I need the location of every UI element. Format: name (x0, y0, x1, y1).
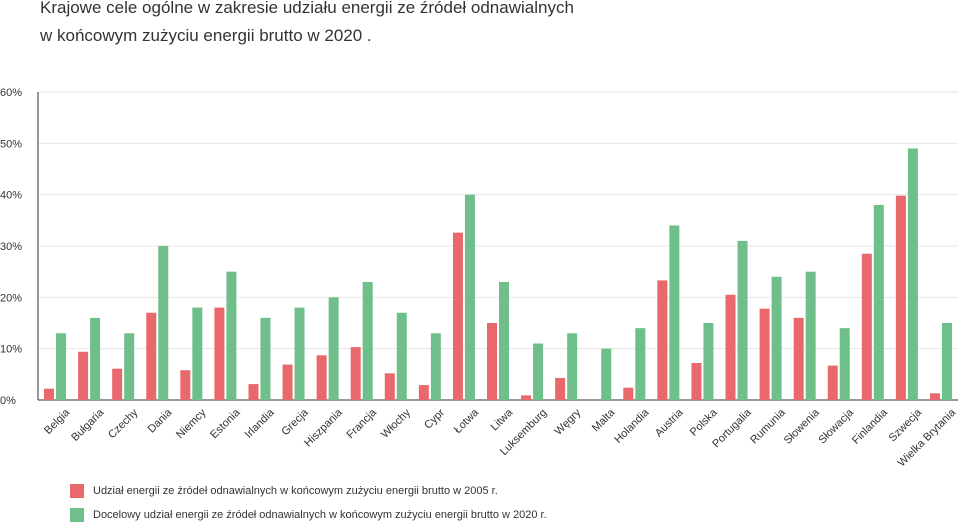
bar-2020 (396, 312, 407, 400)
bar-2020 (260, 317, 271, 400)
bar-2020 (226, 271, 237, 400)
x-tick-label: Holandia (612, 406, 652, 446)
x-tick-label: Włochy (379, 406, 413, 440)
y-tick-label: 30% (0, 241, 22, 253)
legend-label-2005: Udział energii ze źródeł odnawialnych w … (93, 485, 498, 497)
x-tick-label: Słowenia (782, 406, 823, 447)
bar-2020 (294, 307, 305, 400)
legend-swatch-2020 (70, 508, 84, 522)
bar-2020 (328, 297, 339, 400)
bar-2005 (793, 317, 804, 400)
legend-label-2020: Docelowy udział energii ze źródeł odnawi… (93, 509, 547, 521)
bar-2005 (452, 232, 463, 400)
bar-2005 (78, 351, 89, 400)
bar-2005 (316, 355, 327, 400)
bar-2020 (771, 276, 782, 400)
bar-2020 (941, 323, 952, 400)
bar-2005 (861, 253, 872, 400)
bar-2005 (248, 384, 259, 400)
chart-title-line-2: w końcowym zużyciu energii brutto w 2020… (40, 26, 372, 45)
x-tick-label: Cypr (422, 406, 447, 431)
bar-2005 (725, 294, 736, 400)
chart-title: Krajowe cele ogólne w zakresie udziału e… (40, 0, 574, 50)
x-tick-label: Litwa (489, 406, 516, 433)
bar-2005 (214, 307, 225, 400)
bar-2020 (907, 148, 918, 400)
y-tick-label: 50% (0, 138, 22, 150)
legend: Udział energii ze źródeł odnawialnych w … (70, 484, 547, 532)
bar-2005 (521, 395, 532, 400)
bar-2020 (873, 204, 884, 400)
bar-2005 (146, 312, 157, 400)
y-tick-label: 60% (0, 87, 22, 99)
legend-item-2020: Docelowy udział energii ze źródeł odnawi… (70, 508, 547, 522)
bar-2020 (839, 328, 850, 400)
y-tick-label: 10% (0, 344, 22, 356)
x-tick-label: Austria (653, 406, 686, 439)
bar-2020 (601, 348, 612, 400)
bar-2005 (350, 347, 361, 400)
bar-2020 (499, 281, 509, 400)
x-tick-label: Czechy (106, 406, 141, 441)
x-tick-label: Malta (590, 406, 618, 434)
legend-item-2005: Udział energii ze źródeł odnawialnych w … (70, 484, 547, 498)
bar-2020 (124, 333, 135, 400)
x-tick-label: Estonia (208, 406, 243, 441)
bar-2020 (805, 271, 816, 400)
bar-2005 (895, 195, 906, 400)
bar-2005 (759, 308, 770, 400)
bar-2020 (703, 323, 714, 400)
bar-2020 (158, 246, 169, 400)
bar-2020 (362, 281, 373, 400)
bar-2005 (827, 365, 838, 400)
bar-2005 (623, 387, 634, 400)
x-tick-label: Dania (146, 406, 175, 435)
bar-2020 (192, 307, 203, 400)
x-tick-label: Węgry (552, 406, 583, 437)
x-tick-label: Niemcy (174, 406, 209, 441)
bar-2020 (464, 194, 475, 400)
y-tick-label: 0% (0, 395, 16, 407)
x-tick-label: Słowacja (816, 406, 856, 446)
bar-2005 (282, 364, 293, 400)
legend-swatch-2005 (70, 484, 84, 498)
x-tick-label: Irlandia (243, 406, 278, 441)
x-tick-label: Finlandia (850, 406, 891, 447)
bar-2005 (691, 363, 702, 400)
x-tick-label: Wielka Brytania (896, 406, 959, 469)
bar-2020 (635, 328, 646, 400)
bar-2020 (567, 333, 578, 400)
bar-2005 (418, 385, 429, 400)
x-tick-label: Polska (688, 406, 720, 438)
y-tick-label: 40% (0, 190, 22, 202)
x-tick-label: Bułgaria (69, 406, 107, 444)
bar-2005 (487, 323, 497, 400)
bar-2005 (555, 377, 566, 400)
bar-2005 (384, 373, 395, 400)
bar-2020 (90, 317, 101, 400)
bar-2005 (929, 393, 940, 400)
bar-2005 (657, 280, 668, 400)
x-tick-label: Francja (344, 406, 379, 441)
bar-2020 (430, 333, 441, 400)
bar-2005 (44, 388, 55, 400)
bar-2020 (56, 333, 67, 400)
x-tick-label: Łotwa (452, 406, 482, 436)
bar-2005 (112, 368, 123, 400)
bar-2020 (669, 225, 680, 400)
chart-title-line-1: Krajowe cele ogólne w zakresie udziału e… (40, 0, 574, 17)
x-tick-label: Grecja (279, 406, 311, 438)
x-tick-label: Rumunia (748, 406, 788, 446)
x-tick-label: Hiszpania (302, 406, 345, 449)
bar-2020 (737, 240, 748, 400)
x-tick-label: Belgia (42, 406, 73, 437)
y-tick-label: 20% (0, 292, 22, 304)
bar-2005 (180, 370, 191, 400)
bar-2020 (533, 343, 544, 400)
